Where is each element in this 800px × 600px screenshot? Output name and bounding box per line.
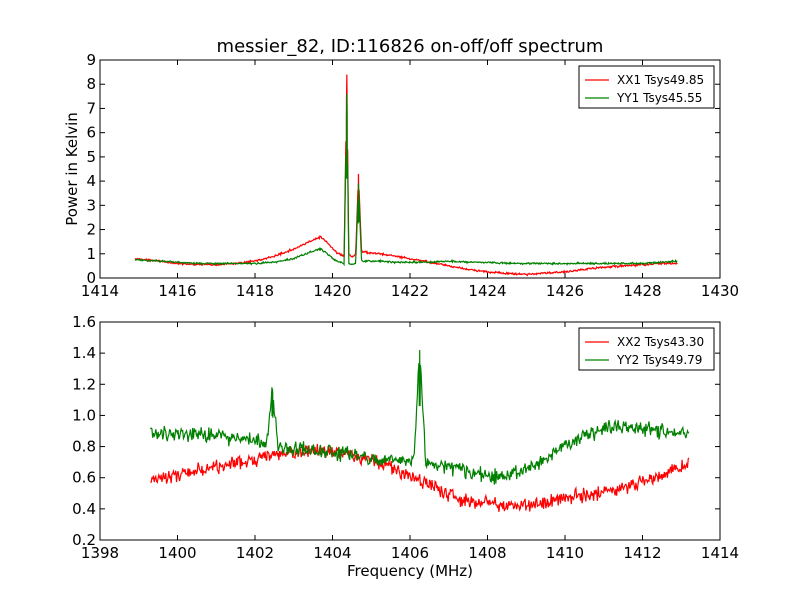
series-layer bbox=[149, 350, 690, 512]
y-tick-label: 0 bbox=[86, 269, 96, 287]
series-line-1 bbox=[150, 443, 690, 512]
x-tick-label: 1414 bbox=[701, 544, 739, 562]
tick-layer: 1414 1416 1418 1420 1422 1424 1426 1428 1430 0 1 2 3… bbox=[81, 51, 739, 300]
y-tick-label: 0.4 bbox=[72, 500, 96, 518]
y-tick-label: 1.4 bbox=[72, 344, 96, 362]
x-tick-label: 1422 bbox=[391, 282, 429, 300]
y-tick-label: 0.2 bbox=[72, 531, 96, 549]
x-tick-label: 1406 bbox=[391, 544, 429, 562]
x-tick-label: 1402 bbox=[236, 544, 274, 562]
y-tick-label: 2 bbox=[86, 221, 96, 239]
legend: XX1 Tsys49.85 YY1 Tsys45.55 bbox=[578, 65, 715, 109]
y-tick-label: 1.6 bbox=[72, 313, 96, 331]
chart-top: messier_82, ID:116826 on-off/off spectru… bbox=[63, 36, 739, 300]
x-axis-label: Frequency (MHz) bbox=[347, 562, 473, 580]
x-tick-label: 1428 bbox=[623, 282, 661, 300]
y-tick-label: 3 bbox=[86, 196, 96, 214]
y-tick-label: 0.6 bbox=[72, 469, 96, 487]
x-tick-label: 1416 bbox=[158, 282, 196, 300]
x-tick-label: 1424 bbox=[468, 282, 506, 300]
x-tick-label: 1412 bbox=[623, 544, 661, 562]
chart-bottom: Frequency (MHz) 1398 1400 1402 1404 1406 1408… bbox=[72, 313, 739, 580]
y-tick-label: 5 bbox=[86, 148, 96, 166]
y-tick-label: 7 bbox=[86, 99, 96, 117]
series-layer bbox=[134, 74, 678, 277]
y-tick-label: 0.8 bbox=[72, 438, 96, 456]
legend-entry: XX1 Tsys49.85 bbox=[617, 73, 704, 87]
x-tick-label: 1404 bbox=[313, 544, 351, 562]
x-tick-label: 1408 bbox=[468, 544, 506, 562]
chart-title: messier_82, ID:116826 on-off/off spectru… bbox=[217, 36, 604, 57]
x-tick-label: 1418 bbox=[236, 282, 274, 300]
y-tick-label: 1 bbox=[86, 245, 96, 263]
tick-layer: 1398 1400 1402 1404 1406 1408 1410 1412 1414 0.2 0… bbox=[72, 313, 739, 562]
y-tick-label: 6 bbox=[86, 124, 96, 142]
y-tick-label: 9 bbox=[86, 51, 96, 69]
x-tick-label: 1426 bbox=[546, 282, 584, 300]
legend-entry: YY1 Tsys45.55 bbox=[616, 91, 702, 105]
x-tick-label: 1410 bbox=[546, 544, 584, 562]
x-tick-label: 1420 bbox=[313, 282, 351, 300]
x-tick-label: 1400 bbox=[158, 544, 196, 562]
series-line-2 bbox=[134, 93, 678, 267]
plot-frame bbox=[99, 321, 721, 541]
y-tick-label: 1.0 bbox=[72, 406, 96, 424]
series-line-2 bbox=[149, 350, 690, 485]
legend-box bbox=[578, 65, 715, 109]
legend-entry: YY2 Tsys49.79 bbox=[616, 353, 702, 367]
y-axis-label: Power in Kelvin bbox=[63, 112, 81, 226]
y-tick-label: 4 bbox=[86, 172, 96, 190]
y-tick-label: 8 bbox=[86, 75, 96, 93]
y-tick-label: 1.2 bbox=[72, 375, 96, 393]
legend-box bbox=[578, 327, 715, 371]
legend-entry: XX2 Tsys43.30 bbox=[617, 335, 704, 349]
plot-frame bbox=[99, 59, 721, 279]
x-tick-label: 1398 bbox=[81, 544, 119, 562]
x-tick-label: 1414 bbox=[81, 282, 119, 300]
x-tick-label: 1430 bbox=[701, 282, 739, 300]
legend: XX2 Tsys43.30 YY2 Tsys49.79 bbox=[578, 327, 715, 371]
